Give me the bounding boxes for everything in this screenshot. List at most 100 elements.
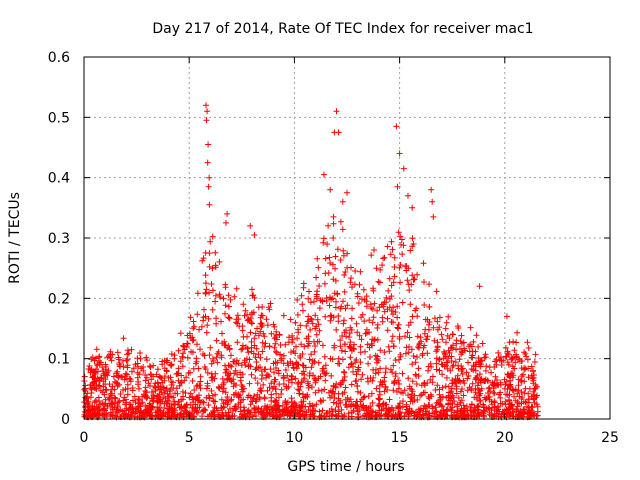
data-point [177, 358, 184, 365]
data-point [347, 324, 354, 331]
data-point [117, 406, 124, 413]
data-point [107, 354, 114, 361]
data-point [346, 398, 353, 405]
data-point [280, 352, 287, 359]
data-point [335, 355, 342, 362]
data-point [300, 362, 307, 369]
data-point [247, 363, 254, 370]
data-point [290, 413, 297, 419]
data-point [513, 339, 520, 346]
data-point [461, 405, 468, 412]
data-point [354, 402, 361, 408]
data-point [314, 338, 321, 345]
data-point [377, 365, 384, 372]
data-point [533, 401, 540, 408]
data-point [508, 354, 515, 361]
data-point [473, 359, 480, 366]
data-point [252, 330, 259, 337]
data-point [467, 341, 474, 348]
data-point [448, 344, 455, 351]
data-point [290, 364, 297, 371]
data-point [235, 393, 242, 400]
data-point [312, 407, 319, 414]
data-point [210, 409, 217, 416]
data-point [356, 332, 363, 339]
data-point [314, 255, 321, 262]
data-point [272, 340, 279, 347]
data-point [222, 302, 229, 309]
data-point [330, 235, 337, 241]
data-point [255, 332, 262, 339]
data-point [204, 108, 211, 115]
data-point [231, 358, 238, 365]
data-point [161, 373, 168, 380]
data-point [386, 296, 393, 302]
data-point [110, 373, 117, 380]
data-point [246, 380, 253, 387]
data-point [170, 394, 177, 401]
data-point [348, 381, 355, 388]
data-point [337, 343, 344, 350]
data-point [369, 408, 376, 415]
data-point [384, 327, 391, 334]
data-point [332, 304, 339, 311]
data-point [333, 298, 339, 305]
data-point [509, 408, 516, 415]
data-point [168, 351, 175, 357]
data-point [498, 354, 504, 361]
data-point [422, 326, 429, 333]
data-point [272, 359, 279, 366]
data-point [175, 377, 182, 384]
data-point [374, 307, 381, 314]
data-point [299, 411, 306, 418]
data-point [253, 359, 260, 365]
data-point [411, 276, 417, 283]
data-point [322, 270, 329, 277]
data-point [470, 413, 477, 420]
data-point [383, 411, 390, 418]
data-point [206, 263, 213, 270]
data-point [129, 387, 136, 394]
data-point [224, 210, 231, 217]
data-point [330, 213, 337, 220]
data-point [237, 377, 244, 384]
data-point [525, 396, 532, 403]
data-point [326, 254, 333, 261]
data-point [414, 333, 421, 340]
data-point [271, 344, 278, 351]
data-point [132, 408, 139, 415]
data-point [436, 356, 442, 363]
data-point [476, 413, 483, 420]
data-point [502, 398, 509, 405]
data-point [116, 381, 122, 388]
data-point [305, 318, 312, 325]
data-point [344, 264, 351, 271]
data-point [342, 348, 349, 355]
data-point [354, 388, 361, 395]
data-point [477, 363, 484, 370]
data-point [501, 376, 508, 383]
data-point [397, 353, 404, 360]
data-point [326, 413, 333, 420]
data-point [439, 371, 446, 378]
data-point [273, 349, 280, 356]
data-point [459, 386, 465, 392]
data-point [339, 356, 346, 363]
data-point [431, 337, 438, 344]
data-point [425, 402, 432, 408]
data-point [213, 315, 220, 322]
data-point [292, 361, 299, 368]
data-point [401, 387, 408, 394]
data-point [453, 346, 460, 353]
data-point [524, 339, 531, 346]
data-point [204, 159, 211, 166]
data-point [391, 264, 398, 270]
data-point [245, 392, 252, 399]
data-point [352, 268, 359, 274]
data-point [421, 342, 428, 349]
data-point [365, 393, 372, 400]
data-point [346, 330, 353, 337]
data-point [261, 343, 268, 350]
data-point [175, 365, 182, 372]
data-point [122, 373, 129, 380]
